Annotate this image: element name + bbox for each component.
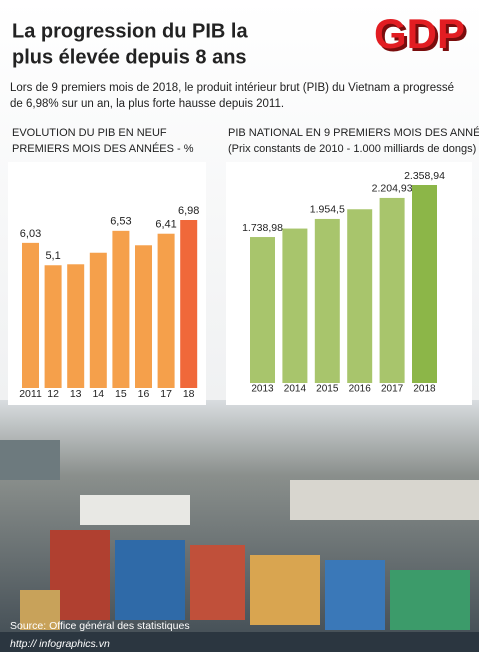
x-tick-label: 2015 (316, 384, 339, 395)
value-label: 6,53 (110, 216, 131, 228)
bar (112, 230, 130, 388)
intro-line: de 6,98% sur un an, la plus forte hausse… (10, 98, 284, 110)
bar (412, 185, 437, 383)
title-line: plus élevée depuis 8 ans (12, 46, 247, 68)
value-label: 5,1 (45, 250, 60, 262)
value-label: 6,98 (178, 205, 199, 217)
chart-title: PIB NATIONAL EN 9 PREMIERS MOIS DES ANNÉ… (228, 126, 479, 139)
x-tick-label: 17 (160, 388, 172, 400)
x-tick-label: 2014 (284, 384, 307, 395)
x-tick-label: 16 (138, 388, 150, 400)
bar (314, 218, 340, 383)
chart-title: (Prix constants de 2010 - 1.000 milliard… (228, 143, 476, 155)
x-tick-label: 2011 (19, 388, 42, 400)
value-label: 6,03 (20, 228, 41, 240)
source: Source: Office général des statistiques (10, 620, 190, 632)
chart-title: PREMIERS MOIS DES ANNÉES - % (12, 142, 194, 155)
footer: http:// infographics.vn (10, 638, 110, 650)
x-tick-label: 2013 (251, 384, 274, 395)
x-tick-label: 2018 (413, 384, 436, 395)
x-tick-label: 15 (115, 388, 127, 400)
value-label: 6,41 (155, 219, 176, 231)
bar (157, 233, 175, 388)
bar (250, 237, 275, 383)
x-tick-label: 13 (70, 388, 82, 400)
bar (180, 220, 198, 388)
bar (135, 245, 152, 388)
bar (379, 197, 405, 383)
x-tick-label: 18 (183, 388, 195, 400)
bar (282, 228, 308, 383)
value-label: 1.738,98 (242, 222, 283, 234)
bar (89, 252, 107, 388)
logo-shadow: GDP (377, 13, 468, 60)
chart-title: EVOLUTION DU PIB EN NEUF (12, 127, 167, 139)
value-label: 2.204,93 (372, 183, 413, 195)
containers (0, 440, 479, 652)
x-tick-label: 2017 (381, 384, 404, 395)
x-tick-label: 12 (47, 388, 59, 400)
x-tick-label: 2016 (349, 384, 372, 395)
value-label: 1.954,5 (310, 204, 345, 216)
x-tick-label: 14 (92, 388, 104, 400)
value-label: 2.358,94 (404, 170, 445, 182)
logo: GDP (374, 10, 465, 57)
bar (44, 265, 62, 388)
bar (22, 242, 39, 388)
bar (347, 209, 373, 383)
bar (67, 264, 85, 388)
title-line: La progression du PIB la (12, 20, 248, 42)
intro-line: Lors de 9 premiers mois de 2018, le prod… (10, 82, 454, 94)
